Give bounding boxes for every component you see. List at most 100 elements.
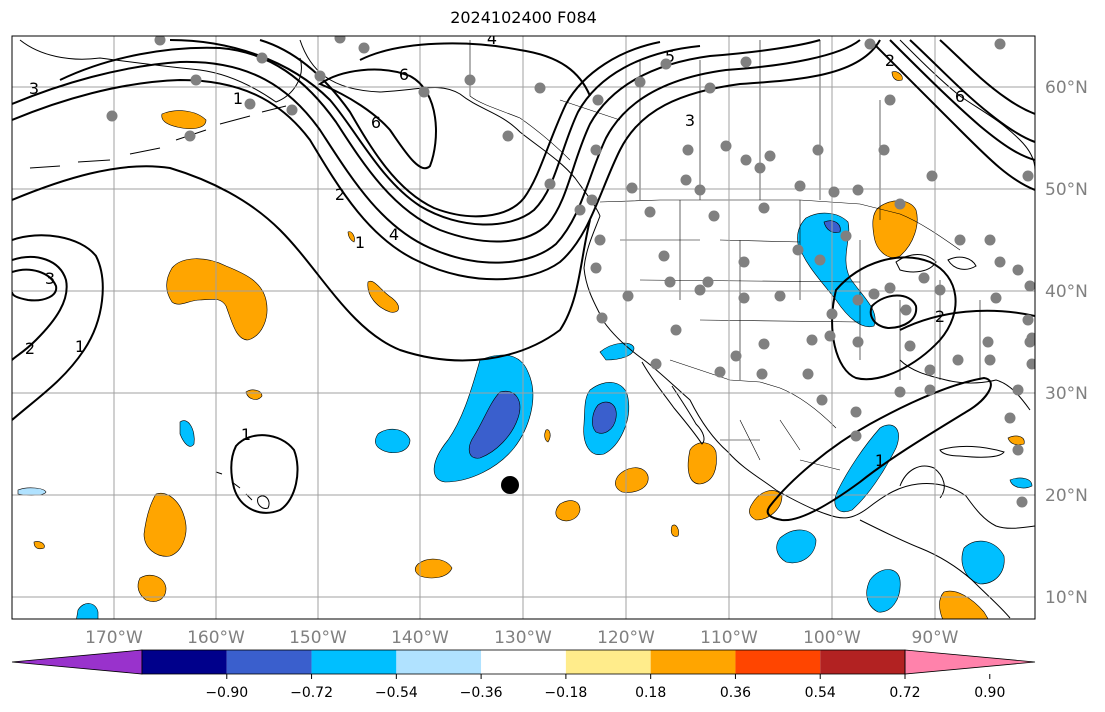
colorbar-label: −0.36	[460, 685, 503, 701]
canada-us-border	[599, 199, 961, 251]
station-marker	[824, 330, 836, 342]
station-marker	[792, 244, 804, 256]
longitude-label: 130°W	[494, 628, 552, 648]
contour-line	[359, 42, 591, 97]
station-marker	[256, 52, 268, 64]
colorbar-frame	[141, 649, 906, 675]
mexico-states	[720, 419, 841, 471]
station-marker	[650, 358, 662, 370]
positive-anomaly-area	[143, 492, 187, 557]
longitude-label: 160°W	[187, 628, 245, 648]
contour-label: 1	[241, 425, 251, 444]
station-marker	[814, 254, 826, 266]
anomaly-shading	[17, 71, 1033, 619]
station-marker	[590, 144, 602, 156]
station-marker	[924, 384, 936, 396]
station-marker	[634, 76, 646, 88]
negative-anomaly-area	[17, 487, 47, 496]
positive-anomaly-area	[615, 467, 649, 493]
contour-line	[899, 309, 1035, 331]
station-marker	[730, 350, 742, 362]
station-marker	[774, 290, 786, 302]
station-marker	[864, 38, 876, 50]
station-marker	[1024, 280, 1035, 292]
positive-anomaly-area	[137, 575, 167, 602]
contour-line	[766, 376, 992, 522]
latitude-label: 10°N	[1045, 588, 1088, 608]
station-marker	[594, 234, 606, 246]
contour-label: 3	[45, 269, 55, 288]
colorbar-segment	[565, 650, 651, 674]
station-marker	[534, 82, 546, 94]
strong-negative-area	[468, 390, 521, 459]
station-marker	[626, 182, 638, 194]
latitude-label: 30°N	[1045, 384, 1088, 404]
station-marker	[812, 144, 824, 156]
negative-anomaly-area	[179, 420, 195, 447]
cuba	[939, 445, 1005, 458]
colorbar-segment	[650, 650, 736, 674]
map-frame	[11, 35, 1036, 620]
station-marker	[1026, 332, 1035, 344]
station-marker	[694, 184, 706, 196]
latitude-label: 40°N	[1045, 282, 1088, 302]
station-marker	[682, 144, 694, 156]
contour-line	[939, 39, 1035, 115]
latitude-label: 60°N	[1045, 78, 1088, 98]
station-marker	[852, 294, 864, 306]
canadian-provinces	[559, 40, 881, 220]
contour-line	[230, 434, 299, 514]
political-borders	[469, 40, 981, 471]
longitude-label: 90°W	[912, 628, 959, 648]
longitude-labels: 170°W 160°W 150°W 140°W 130°W 120°W 110°W 100°W…	[85, 628, 959, 648]
station-marker	[924, 364, 936, 376]
contour-line	[831, 256, 957, 381]
contour-label: 2	[935, 307, 945, 326]
storm-center-marker	[501, 476, 519, 494]
station-marker	[1016, 496, 1028, 508]
positive-anomaly-area	[161, 110, 207, 130]
hawaii-islands	[215, 471, 270, 509]
contour-labels: 3 4 6 5 3 6 1 2 6 4 2 1 3 2 1 1 2 1	[25, 36, 965, 470]
station-marker	[106, 110, 118, 122]
colorbar-segment	[226, 650, 312, 674]
yucatan-coastline	[899, 465, 945, 499]
station-marker	[954, 234, 966, 246]
station-marker	[644, 206, 656, 218]
station-marker	[244, 98, 256, 110]
positive-anomaly-area	[555, 500, 581, 522]
station-marker	[670, 324, 682, 336]
station-marker	[850, 430, 862, 442]
station-marker	[764, 150, 776, 162]
station-marker	[984, 354, 996, 366]
station-marker	[720, 140, 732, 152]
station-marker	[1022, 170, 1034, 182]
great-lakes	[895, 254, 977, 273]
longitude-label: 120°W	[597, 628, 655, 648]
longitude-label: 100°W	[803, 628, 861, 648]
station-marker	[894, 198, 906, 210]
contour-line	[259, 39, 661, 218]
contour-line	[869, 39, 1035, 191]
contour-line	[12, 39, 861, 264]
contour-line	[12, 165, 591, 362]
negative-anomaly-area	[776, 529, 817, 564]
station-marker	[840, 230, 852, 242]
station-marker	[586, 194, 598, 206]
contour-label: 1	[233, 89, 243, 108]
station-marker	[664, 276, 676, 288]
station-marker	[900, 304, 912, 316]
station-marker	[878, 144, 890, 156]
alaska-coastline	[19, 39, 302, 103]
colorbar: −0.90 −0.72 −0.54 −0.36 −0.18 0.18 0.36 0.54 0.7…	[11, 649, 1036, 701]
contour-line	[317, 68, 437, 170]
station-marker	[1012, 264, 1024, 276]
station-marker	[1022, 314, 1034, 326]
colorbar-label: −0.72	[290, 685, 333, 701]
station-marker	[658, 250, 670, 262]
station-marker	[622, 290, 634, 302]
station-marker	[816, 394, 828, 406]
colorbar-label: −0.54	[375, 685, 418, 701]
station-marker	[982, 336, 994, 348]
